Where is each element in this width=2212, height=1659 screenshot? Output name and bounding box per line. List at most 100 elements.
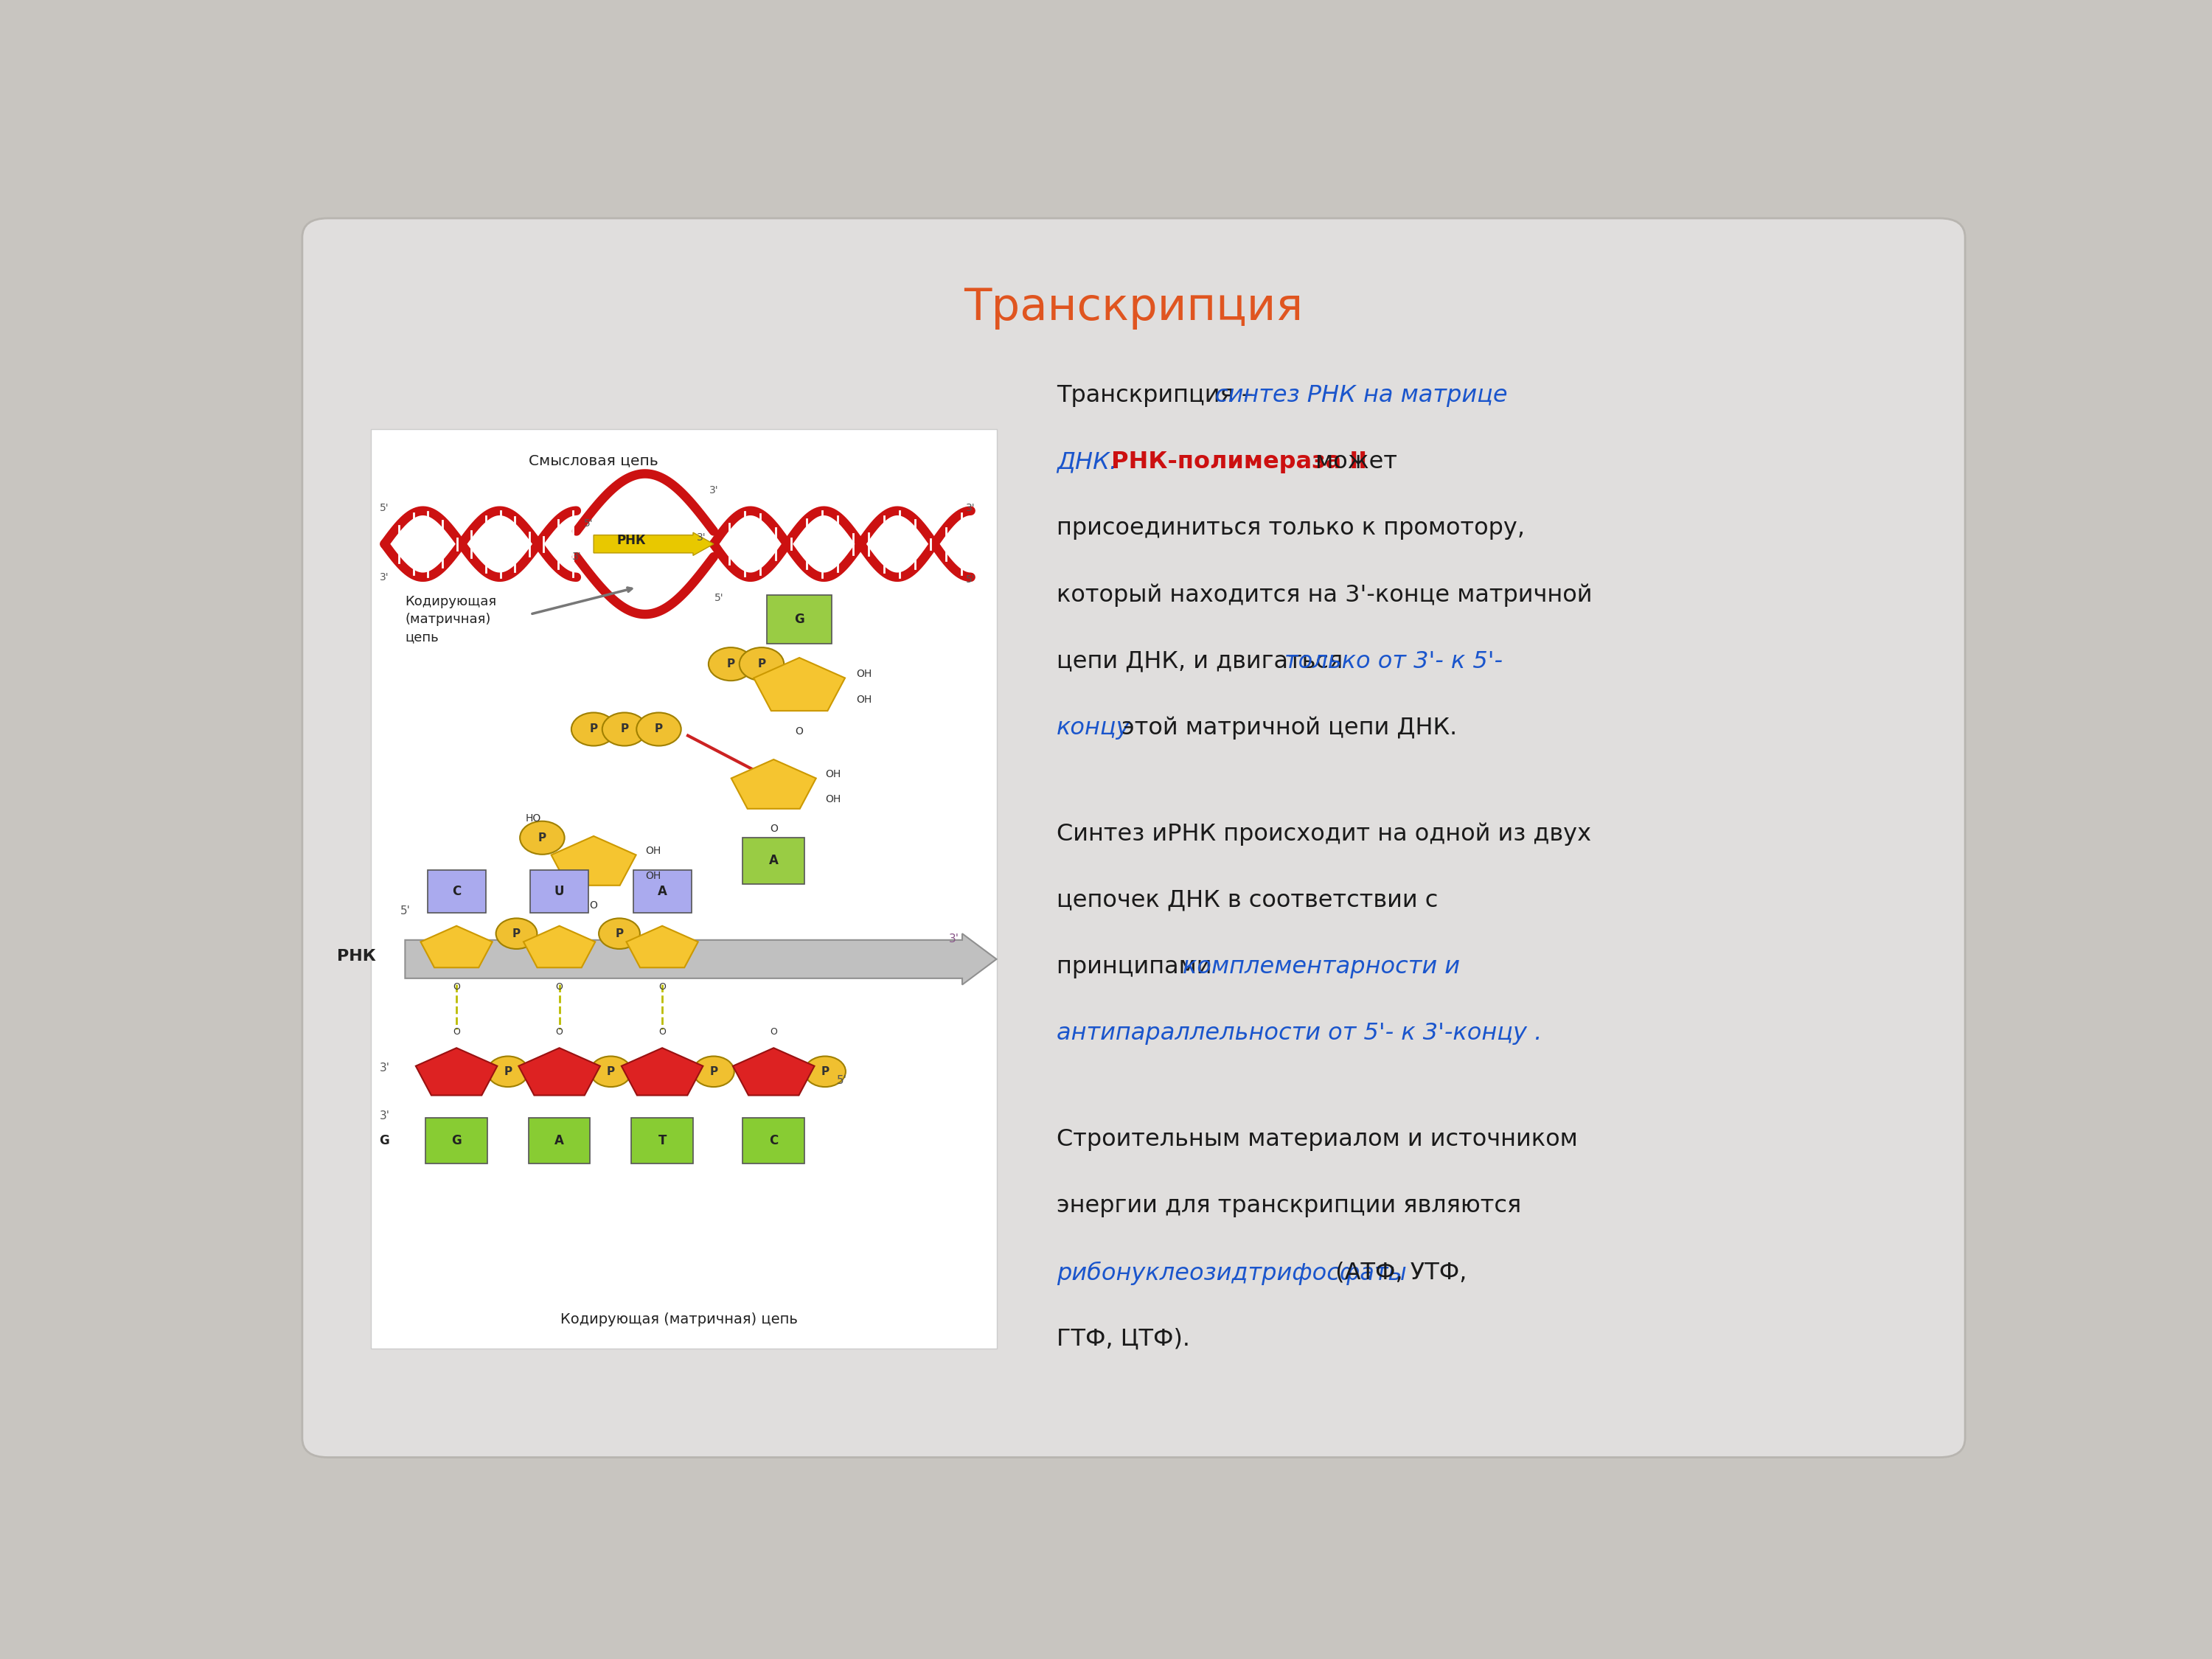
Text: 5': 5' [584,518,593,529]
Text: O: O [453,982,460,992]
Text: цепи ДНК, и двигаться: цепи ДНК, и двигаться [1057,650,1349,674]
Text: 3': 3' [697,533,706,542]
Text: Кодирующая (матричная) цепь: Кодирующая (матричная) цепь [560,1312,799,1327]
Text: может: может [1307,451,1398,473]
Text: Транскрипция –: Транскрипция – [1057,385,1261,406]
FancyBboxPatch shape [743,1118,805,1163]
Text: O: O [770,1027,776,1037]
Text: O: O [659,982,666,992]
Text: который находится на 3'-конце матричной: который находится на 3'-конце матричной [1057,584,1593,607]
Text: OH: OH [646,846,661,856]
Text: O: O [555,1027,564,1037]
Text: O: O [591,901,597,911]
Text: O: O [555,982,564,992]
FancyBboxPatch shape [425,1118,487,1163]
Text: присоединиться только к промотору,: присоединиться только к промотору, [1057,518,1524,541]
Text: OH: OH [825,795,841,805]
Text: P: P [655,723,664,735]
Text: HO: HO [526,813,542,825]
Polygon shape [524,926,595,967]
Circle shape [571,713,615,747]
Text: O: O [659,1027,666,1037]
Text: T: T [657,1133,666,1146]
FancyArrow shape [593,533,714,556]
Text: РНК: РНК [617,534,646,547]
Text: O: O [770,823,779,834]
Text: P: P [538,833,546,843]
Circle shape [692,1057,734,1087]
Text: ГТФ, ЦТФ).: ГТФ, ЦТФ). [1057,1327,1190,1350]
Text: комплементарности и: комплементарности и [1183,956,1460,979]
Text: OH: OH [856,695,872,705]
Text: РНК: РНК [336,949,376,964]
Polygon shape [518,1048,599,1095]
FancyBboxPatch shape [529,1118,591,1163]
Text: 3': 3' [710,484,719,496]
Text: рибонуклеозидтрифосфаты: рибонуклеозидтрифосфаты [1057,1261,1407,1286]
Text: (АТФ, УТФ,: (АТФ, УТФ, [1327,1261,1467,1284]
Text: O: O [796,727,803,737]
Text: энергии для транскрипции являются: энергии для транскрипции являются [1057,1194,1522,1218]
Text: A: A [770,854,779,868]
Text: P: P [728,659,734,670]
Circle shape [637,713,681,747]
Polygon shape [754,657,845,710]
Text: синтез РНК на матрице: синтез РНК на матрице [1214,385,1506,406]
Circle shape [708,647,752,680]
Text: 5': 5' [714,592,723,602]
Polygon shape [622,1048,703,1095]
Text: P: P [591,723,597,735]
Circle shape [602,713,646,747]
Text: цепочек ДНК в соответствии с: цепочек ДНК в соответствии с [1057,889,1438,912]
Text: P: P [757,659,765,670]
Text: P: P [710,1067,717,1077]
Text: C: C [451,884,460,898]
Polygon shape [732,760,816,808]
Text: P: P [513,927,520,939]
Text: антипараллельности от 5'- к 3'-концу .: антипараллельности от 5'- к 3'-концу . [1057,1022,1542,1045]
FancyBboxPatch shape [630,1118,692,1163]
Text: OH: OH [825,768,841,780]
FancyBboxPatch shape [372,430,995,1349]
FancyBboxPatch shape [303,219,1964,1457]
Text: C: C [770,1133,779,1146]
Text: P: P [821,1067,830,1077]
Text: G: G [451,1133,462,1146]
Text: OH: OH [856,669,872,680]
Text: 3': 3' [378,1112,389,1121]
Text: ДНК.: ДНК. [1057,451,1117,473]
Text: A: A [555,1133,564,1146]
Text: 5': 5' [400,906,409,916]
FancyBboxPatch shape [743,838,805,884]
Text: 3': 3' [573,551,582,562]
Text: G: G [794,612,805,625]
FancyBboxPatch shape [531,869,588,912]
Text: 3': 3' [378,1062,389,1073]
Circle shape [599,919,639,949]
Text: 3': 3' [380,572,389,582]
Text: P: P [606,1067,615,1077]
Text: принципами: принципами [1057,956,1219,979]
Text: Синтез иРНК происходит на одной из двух: Синтез иРНК происходит на одной из двух [1057,823,1590,846]
Text: Транскрипция: Транскрипция [964,285,1303,330]
Text: G: G [380,1133,389,1146]
Circle shape [739,647,783,680]
Circle shape [591,1057,630,1087]
Text: P: P [619,723,628,735]
Circle shape [520,821,564,854]
Text: P: P [504,1067,511,1077]
Text: 5': 5' [836,1075,847,1087]
Text: цепь: цепь [405,630,438,644]
Polygon shape [551,836,637,886]
Text: 3': 3' [949,932,958,944]
Text: концу: концу [1057,717,1130,740]
Text: OH: OH [646,871,661,881]
Text: P: P [615,927,624,939]
FancyBboxPatch shape [768,596,832,644]
Text: 5': 5' [380,503,389,513]
FancyBboxPatch shape [427,869,487,912]
FancyBboxPatch shape [633,869,692,912]
Polygon shape [416,1048,498,1095]
FancyArrow shape [405,934,995,985]
Text: U: U [555,884,564,898]
